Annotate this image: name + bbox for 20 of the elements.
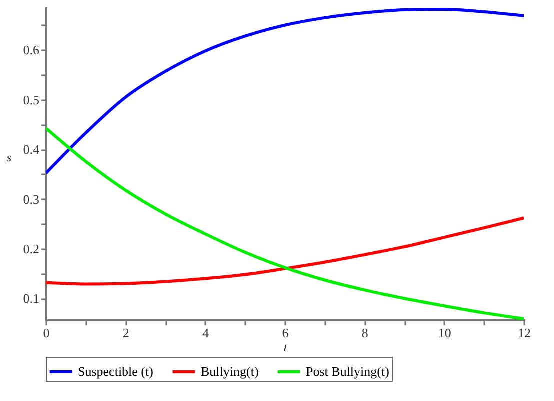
y-tick-label: 0.1	[23, 291, 40, 306]
x-tick-label: 12	[518, 326, 531, 340]
x-tick-label: 2	[122, 326, 130, 340]
legend-label: Suspectible (t)	[78, 364, 154, 379]
line-series	[46, 8, 524, 175]
x-tick-label: 8	[362, 326, 368, 340]
y-tick-label: 0.4	[23, 142, 40, 158]
y-axis-title: s	[6, 150, 12, 164]
line-series	[46, 216, 524, 286]
x-tick-label: 4	[202, 326, 210, 340]
y-tick-label: 0.5	[23, 92, 40, 108]
x-tick-label: 10	[438, 326, 452, 340]
legend-label: Post Bullying(t)	[306, 364, 390, 379]
x-tick-label: 6	[282, 326, 290, 340]
y-tick-label: 0.2	[23, 241, 40, 256]
y-tick-label: 0.6	[23, 42, 40, 58]
y-tick-label: 0.3	[23, 192, 40, 207]
legend-label: Bullying(t)	[201, 364, 259, 379]
x-tick-label: 0	[43, 326, 50, 340]
x-axis-title: t	[284, 340, 288, 354]
